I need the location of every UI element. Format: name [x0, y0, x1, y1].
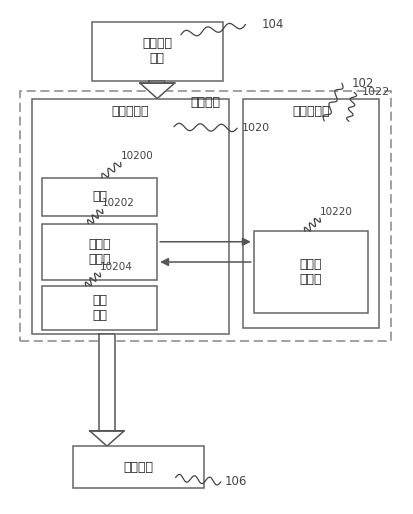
Bar: [254, 231, 368, 313]
Text: 102: 102: [352, 77, 375, 89]
Text: 交易平台: 交易平台: [124, 461, 154, 473]
Bar: [73, 446, 204, 488]
Text: 106: 106: [225, 475, 247, 488]
Text: 服务设备: 服务设备: [190, 96, 221, 108]
Bar: [92, 22, 223, 81]
Text: 风控子系统: 风控子系统: [292, 105, 330, 118]
Polygon shape: [140, 83, 175, 99]
Bar: [243, 99, 379, 327]
Text: 客户端适
配器: 客户端适 配器: [142, 37, 172, 65]
Polygon shape: [149, 81, 166, 83]
Bar: [32, 99, 229, 334]
Polygon shape: [99, 334, 115, 431]
Text: 10220: 10220: [320, 207, 353, 217]
Text: 网关: 网关: [93, 190, 107, 204]
Polygon shape: [90, 431, 124, 446]
Text: 1022: 1022: [361, 87, 390, 97]
Text: 10200: 10200: [121, 151, 153, 161]
Text: 事前风
控模块: 事前风 控模块: [299, 259, 322, 286]
Bar: [43, 178, 157, 216]
Bar: [20, 91, 391, 341]
Text: 报盘
模块: 报盘 模块: [93, 294, 107, 322]
Text: 10204: 10204: [100, 262, 133, 272]
Text: 业务转
发模块: 业务转 发模块: [89, 238, 111, 266]
Text: 10202: 10202: [102, 198, 135, 208]
Text: 104: 104: [262, 18, 284, 31]
Text: 交易子系统: 交易子系统: [112, 105, 150, 118]
Bar: [43, 286, 157, 329]
Bar: [43, 224, 157, 280]
Text: 1020: 1020: [241, 123, 270, 133]
